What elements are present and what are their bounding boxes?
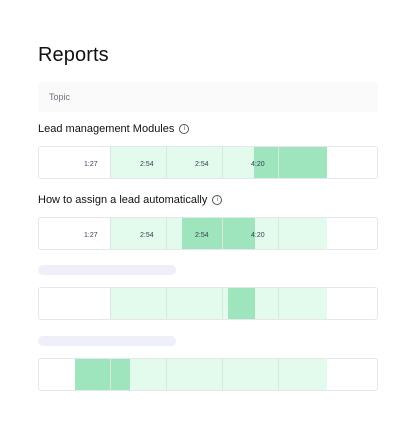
timeline-segment-highlight [228, 288, 255, 319]
timeline-tick [166, 288, 167, 319]
info-icon[interactable]: i [179, 124, 190, 134]
timestamp-label: 2:54 [195, 232, 209, 239]
timeline-segment [110, 147, 254, 178]
timeline-tick [110, 218, 111, 249]
topic-header: Topic [38, 82, 378, 112]
section-title-lead-management: Lead management Modules i [38, 123, 190, 135]
timeline-track[interactable]: 1:27 2:54 2:54 4:20 [38, 146, 378, 179]
timeline-tick [278, 147, 279, 178]
timeline-tick [222, 359, 223, 390]
timeline-segment-highlight [75, 359, 130, 390]
section-title-skeleton [38, 265, 176, 275]
topic-header-label: Topic [49, 92, 71, 102]
timeline-tick [278, 359, 279, 390]
timeline-tick [222, 218, 223, 249]
timeline-segment-highlight [254, 147, 327, 178]
timestamp-label: 2:54 [140, 161, 154, 168]
timestamp-label: 4:20 [251, 232, 265, 239]
timeline-tick [278, 288, 279, 319]
section-title-skeleton [38, 336, 176, 346]
timestamp-label: 1:27 [84, 161, 98, 168]
timeline-segment [110, 288, 327, 319]
timestamp-label: 2:54 [195, 161, 209, 168]
page-title: Reports [38, 44, 109, 66]
timeline-tick [166, 218, 167, 249]
timeline-tick [222, 288, 223, 319]
timestamp-label: 1:27 [84, 232, 98, 239]
timeline-segment-highlight [182, 218, 255, 249]
timeline-tick [110, 359, 111, 390]
section-title-label: How to assign a lead automatically [38, 194, 208, 206]
timeline-tick [166, 359, 167, 390]
timeline-tick [110, 147, 111, 178]
section-title-assign-lead: How to assign a lead automatically i [38, 194, 223, 206]
timeline-track[interactable] [38, 287, 378, 320]
timeline-tick [110, 288, 111, 319]
timeline-track[interactable] [38, 358, 378, 391]
section-title-label: Lead management Modules [38, 123, 175, 135]
timestamp-label: 4:20 [251, 161, 265, 168]
timeline-tick [222, 147, 223, 178]
info-icon[interactable]: i [212, 195, 223, 205]
timeline-tick [278, 218, 279, 249]
timeline-tick [166, 147, 167, 178]
timeline-track[interactable]: 1:27 2:54 2:54 4:20 [38, 217, 378, 250]
timestamp-label: 2:54 [140, 232, 154, 239]
